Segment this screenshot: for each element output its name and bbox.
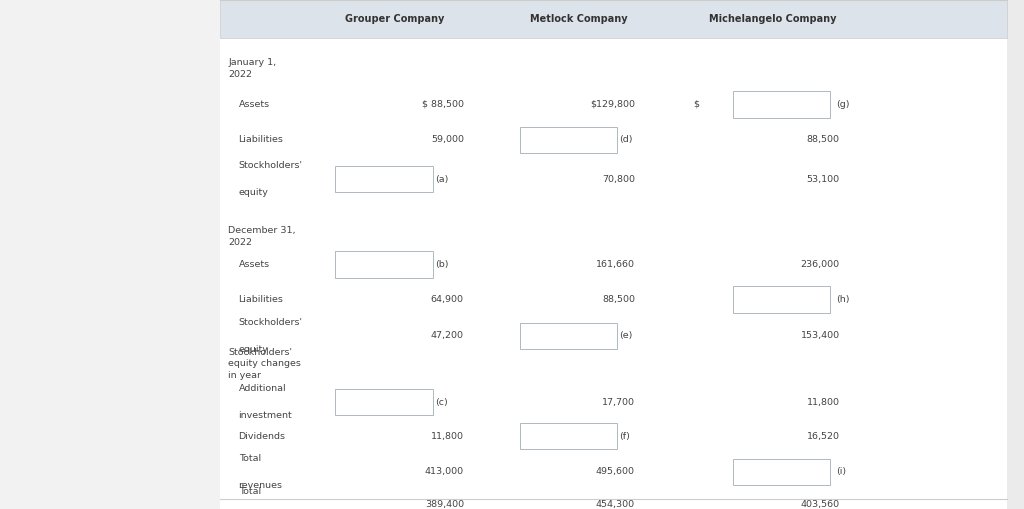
Bar bbox=[336, 389, 432, 415]
Text: Total: Total bbox=[239, 454, 261, 463]
Text: 88,500: 88,500 bbox=[807, 135, 840, 145]
Text: (c): (c) bbox=[435, 398, 447, 407]
Text: Total: Total bbox=[239, 487, 261, 496]
Text: 47,200: 47,200 bbox=[431, 331, 464, 341]
Text: 16,520: 16,520 bbox=[807, 432, 840, 441]
Text: December 31,
2022: December 31, 2022 bbox=[228, 227, 296, 247]
Text: 161,660: 161,660 bbox=[596, 260, 635, 269]
Text: equity: equity bbox=[239, 345, 268, 354]
Text: investment: investment bbox=[239, 411, 292, 420]
Text: Stockholders': Stockholders' bbox=[239, 161, 303, 170]
Bar bbox=[519, 323, 616, 349]
Text: revenues: revenues bbox=[239, 481, 283, 490]
Text: 495,600: 495,600 bbox=[596, 467, 635, 476]
Text: Additional: Additional bbox=[239, 384, 287, 393]
Text: (a): (a) bbox=[435, 175, 449, 184]
Text: 88,500: 88,500 bbox=[602, 295, 635, 304]
Text: Stockholders': Stockholders' bbox=[239, 318, 303, 327]
Text: 11,800: 11,800 bbox=[431, 432, 464, 441]
Text: Michelangelo Company: Michelangelo Company bbox=[710, 14, 837, 24]
Bar bbox=[0, 0, 220, 509]
Text: 11,800: 11,800 bbox=[807, 398, 840, 407]
Text: $ 88,500: $ 88,500 bbox=[422, 100, 464, 109]
Text: Liabilities: Liabilities bbox=[239, 135, 284, 145]
Bar bbox=[220, 0, 1007, 38]
Text: 70,800: 70,800 bbox=[602, 175, 635, 184]
Text: $129,800: $129,800 bbox=[590, 100, 635, 109]
Text: (i): (i) bbox=[837, 467, 847, 476]
Text: 53,100: 53,100 bbox=[807, 175, 840, 184]
Text: 454,300: 454,300 bbox=[596, 500, 635, 509]
Text: 403,560: 403,560 bbox=[801, 500, 840, 509]
Text: 413,000: 413,000 bbox=[425, 467, 464, 476]
Text: Metlock Company: Metlock Company bbox=[529, 14, 628, 24]
Text: 64,900: 64,900 bbox=[431, 295, 464, 304]
Text: equity: equity bbox=[239, 188, 268, 197]
Text: 389,400: 389,400 bbox=[425, 500, 464, 509]
Bar bbox=[733, 91, 829, 118]
Bar bbox=[220, 0, 1007, 509]
Text: 153,400: 153,400 bbox=[801, 331, 840, 341]
Bar bbox=[733, 286, 829, 313]
Text: $: $ bbox=[693, 100, 699, 109]
Text: (g): (g) bbox=[837, 100, 850, 109]
Text: (b): (b) bbox=[435, 260, 449, 269]
Text: Assets: Assets bbox=[239, 260, 269, 269]
Bar bbox=[336, 166, 432, 192]
Text: Dividends: Dividends bbox=[239, 432, 286, 441]
Text: Grouper Company: Grouper Company bbox=[344, 14, 444, 24]
Text: (h): (h) bbox=[837, 295, 850, 304]
Text: 236,000: 236,000 bbox=[801, 260, 840, 269]
Text: Assets: Assets bbox=[239, 100, 269, 109]
Text: January 1,
2022: January 1, 2022 bbox=[228, 59, 276, 79]
Bar bbox=[733, 459, 829, 485]
Text: (d): (d) bbox=[620, 135, 633, 145]
Bar bbox=[519, 127, 616, 153]
Text: (e): (e) bbox=[620, 331, 633, 341]
Bar bbox=[519, 423, 616, 449]
Text: 59,000: 59,000 bbox=[431, 135, 464, 145]
Text: (f): (f) bbox=[620, 432, 631, 441]
Text: Liabilities: Liabilities bbox=[239, 295, 284, 304]
Bar bbox=[336, 251, 432, 278]
Text: 17,700: 17,700 bbox=[602, 398, 635, 407]
Text: Stockholders'
equity changes
in year: Stockholders' equity changes in year bbox=[228, 348, 301, 380]
